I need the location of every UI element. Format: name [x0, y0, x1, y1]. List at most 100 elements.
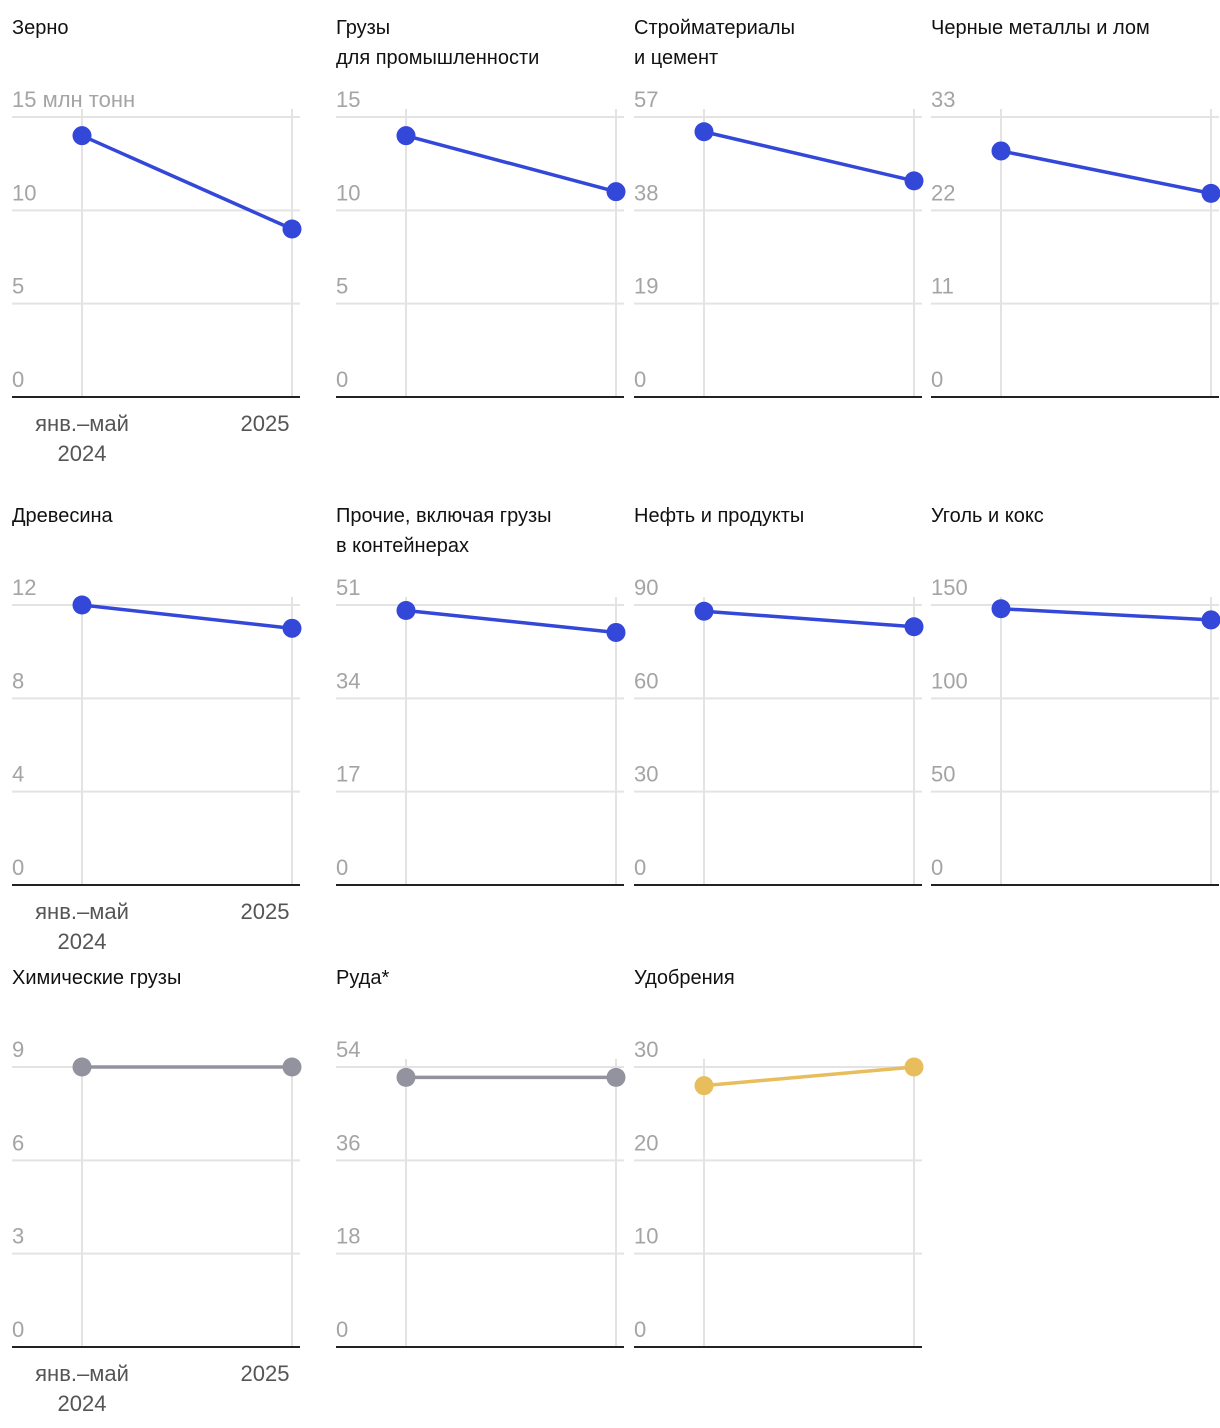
series-line [81, 603, 293, 631]
data-point [282, 219, 302, 239]
y-tick-label: 22 [931, 180, 955, 205]
y-tick-label: 50 [931, 762, 955, 787]
chart-plot: 0 3 6 9 янв.–май 2024 2025 [12, 1037, 302, 1416]
y-tick-label: 0 [336, 855, 348, 880]
x-tick-label: 2024 [58, 929, 107, 954]
chart-plot: 0 19 38 57 [634, 87, 924, 398]
y-tick-label: 10 [12, 180, 36, 205]
panel-title: Удобрения [634, 967, 735, 989]
panel-title: Руда* [336, 967, 390, 989]
series-line [405, 608, 617, 635]
panel-title: Зерно [12, 17, 69, 39]
chart-panel: Химические грузы 0 3 6 9 янв.–май 2024 2025 [0, 950, 302, 1420]
y-tick-label: 6 [12, 1130, 24, 1155]
chart-panel: Черные металлы и лом 0 11 22 33 [919, 0, 1220, 470]
chart-panel: Прочие, включая грузы в контейнерах 0 17 34… [324, 488, 626, 958]
panel-title: Черные металлы и лом [931, 17, 1150, 39]
chart-panel: Руда* 0 18 36 54 [324, 950, 626, 1420]
y-tick-label: 60 [634, 668, 658, 693]
y-tick-label: 20 [634, 1130, 658, 1155]
y-tick-label: 0 [12, 1317, 24, 1342]
y-tick-label: 90 [634, 575, 658, 600]
chart-plot: 0 4 8 12 янв.–май 2024 2025 [12, 575, 302, 954]
data-point [72, 1057, 92, 1077]
data-point [396, 126, 416, 146]
y-tick-label: 30 [634, 762, 658, 787]
y-tick-label: 150 [931, 575, 968, 600]
data-point [396, 600, 416, 620]
data-point [282, 1057, 302, 1077]
chart-panel: Удобрения 0 10 20 30 [622, 950, 924, 1420]
y-tick-label: 36 [336, 1130, 360, 1155]
y-tick-label: 3 [12, 1224, 24, 1249]
chart-panel: Древесина 0 4 8 12 янв.–май 2024 2025 [0, 488, 302, 958]
series-line [1000, 606, 1212, 622]
data-point [606, 1067, 626, 1087]
y-tick-label: 12 [12, 575, 36, 600]
y-tick-label: 4 [12, 762, 24, 787]
series-line [405, 133, 617, 194]
chart-panel: Нефть и продукты 0 30 60 90 [622, 488, 924, 958]
series-line [1000, 149, 1212, 196]
data-point [694, 1076, 714, 1096]
data-point [396, 1067, 416, 1087]
y-tick-label: 0 [12, 855, 24, 880]
y-tick-label: 57 [634, 87, 658, 112]
series-line [703, 1065, 915, 1088]
y-tick-label: 0 [634, 1317, 646, 1342]
data-point [72, 126, 92, 146]
chart-panel: Стройматериалы и цемент 0 19 38 57 [622, 0, 924, 470]
chart-plot: 0 5 10 15 [336, 87, 626, 398]
y-tick-label: 15 млн тонн [12, 87, 135, 112]
panel-title: Прочие, включая грузы в контейнерах [336, 505, 552, 557]
series-line [703, 609, 915, 629]
chart-plot: 0 11 22 33 [931, 87, 1220, 398]
data-point [606, 182, 626, 202]
chart-plot: 0 30 60 90 [634, 575, 924, 886]
y-tick-label: 9 [12, 1037, 24, 1062]
y-tick-label: 33 [931, 87, 955, 112]
panel-title: Грузы для промышленности [336, 17, 540, 69]
y-tick-label: 0 [12, 367, 24, 392]
data-point [694, 122, 714, 142]
y-tick-label: 15 [336, 87, 360, 112]
x-tick-label: янв.–май [35, 1361, 129, 1386]
chart-plot: 0 5 10 15 млн тонн янв.–май 2024 2025 [12, 87, 302, 466]
data-point [606, 622, 626, 642]
panel-title: Химические грузы [12, 967, 182, 989]
data-point [1201, 610, 1220, 630]
chart-plot: 0 18 36 54 [336, 1037, 626, 1348]
y-tick-label: 17 [336, 762, 360, 787]
y-tick-label: 30 [634, 1037, 658, 1062]
data-point [282, 618, 302, 638]
y-tick-label: 0 [336, 1317, 348, 1342]
panel-title: Уголь и кокс [931, 505, 1044, 527]
y-tick-label: 51 [336, 575, 360, 600]
data-point [991, 141, 1011, 161]
y-tick-label: 0 [336, 367, 348, 392]
y-tick-label: 0 [931, 855, 943, 880]
y-tick-label: 100 [931, 668, 968, 693]
x-tick-label: 2025 [241, 899, 290, 924]
y-tick-label: 5 [12, 274, 24, 299]
y-tick-label: 0 [931, 367, 943, 392]
y-tick-label: 10 [336, 180, 360, 205]
y-tick-label: 5 [336, 274, 348, 299]
y-tick-label: 19 [634, 274, 658, 299]
chart-plot: 0 17 34 51 [336, 575, 626, 886]
chart-panel: Зерно 0 5 10 15 млн тонн янв.–май 2024 2025 [0, 0, 302, 470]
y-tick-label: 8 [12, 668, 24, 693]
x-tick-label: янв.–май [35, 899, 129, 924]
y-tick-label: 38 [634, 180, 658, 205]
y-tick-label: 10 [634, 1224, 658, 1249]
data-point [72, 595, 92, 615]
y-tick-label: 0 [634, 367, 646, 392]
y-tick-label: 11 [931, 274, 954, 299]
x-tick-label: 2025 [241, 1361, 290, 1386]
x-tick-label: 2024 [58, 1391, 107, 1416]
y-tick-label: 54 [336, 1037, 360, 1062]
series-line [81, 134, 293, 231]
y-tick-label: 0 [634, 855, 646, 880]
data-point [904, 171, 924, 191]
